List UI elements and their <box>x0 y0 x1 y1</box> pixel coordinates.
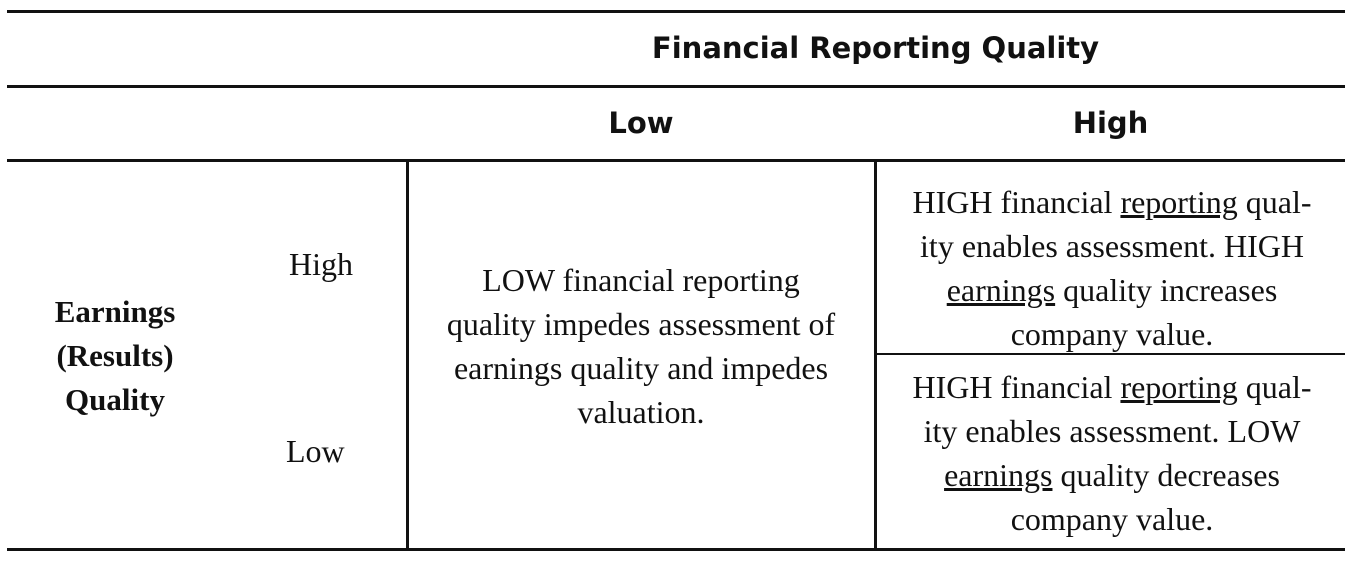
cell-high-reporting-low-earnings: HIGH financial reporting qual- ity enabl… <box>884 365 1340 541</box>
underlined-word: reporting <box>1120 184 1238 220</box>
cell-text-line: ity enables assessment. HIGH <box>920 228 1304 264</box>
cell-text-line: quality impedes assessment of <box>446 306 836 342</box>
row-title-line: Earnings <box>54 294 176 329</box>
table-bottom-rule <box>7 548 1345 551</box>
cell-text-segment: HIGH financial <box>912 369 1121 405</box>
high-column-row-divider <box>876 353 1345 355</box>
column-header-low: Low <box>608 106 674 140</box>
cell-low-reporting-quality: LOW financial reporting quality impedes … <box>420 258 862 434</box>
cell-text-line: earnings quality decreases <box>884 453 1340 497</box>
cell-text-line: earnings quality and impedes <box>453 350 829 386</box>
cell-text-line: company value. <box>1010 316 1214 352</box>
underlined-word: earnings <box>944 457 1053 493</box>
row-title-line: Quality <box>65 382 165 417</box>
cell-text-segment: qual- <box>1237 369 1312 405</box>
cell-text-line: HIGH financial reporting qual- <box>884 180 1340 224</box>
underlined-word: earnings <box>946 272 1056 308</box>
column-header-high: High <box>1072 106 1149 140</box>
cell-text-segment: quality increases <box>1055 272 1278 308</box>
cell-text-segment: quality decreases <box>1052 457 1280 493</box>
column-divider-right <box>874 161 877 550</box>
table-top-rule <box>7 10 1345 13</box>
header-divider-rule <box>7 85 1345 88</box>
column-header-rule <box>7 159 1345 162</box>
cell-text-segment: qual- <box>1237 184 1312 220</box>
cell-text-line: company value. <box>1010 501 1214 537</box>
underlined-word: reporting <box>1120 369 1238 405</box>
cell-text-line: ity enables assessment. LOW <box>923 413 1301 449</box>
cell-text-line: LOW financial reporting <box>482 262 800 298</box>
cell-text-line: HIGH financial reporting qual- <box>884 365 1340 409</box>
table-title: Financial Reporting Quality <box>651 31 1100 65</box>
cell-text-segment: HIGH financial <box>912 184 1121 220</box>
row-group-title: Earnings (Results) Quality <box>10 290 220 422</box>
row-label-high: High <box>289 246 353 282</box>
cell-text-line: valuation. <box>577 394 705 430</box>
row-label-low: Low <box>286 433 345 469</box>
column-divider-left <box>406 161 409 550</box>
row-title-line: (Results) <box>56 338 174 373</box>
cell-text-line: earnings quality increases <box>884 268 1340 312</box>
cell-high-reporting-high-earnings: HIGH financial reporting qual- ity enabl… <box>884 180 1340 356</box>
